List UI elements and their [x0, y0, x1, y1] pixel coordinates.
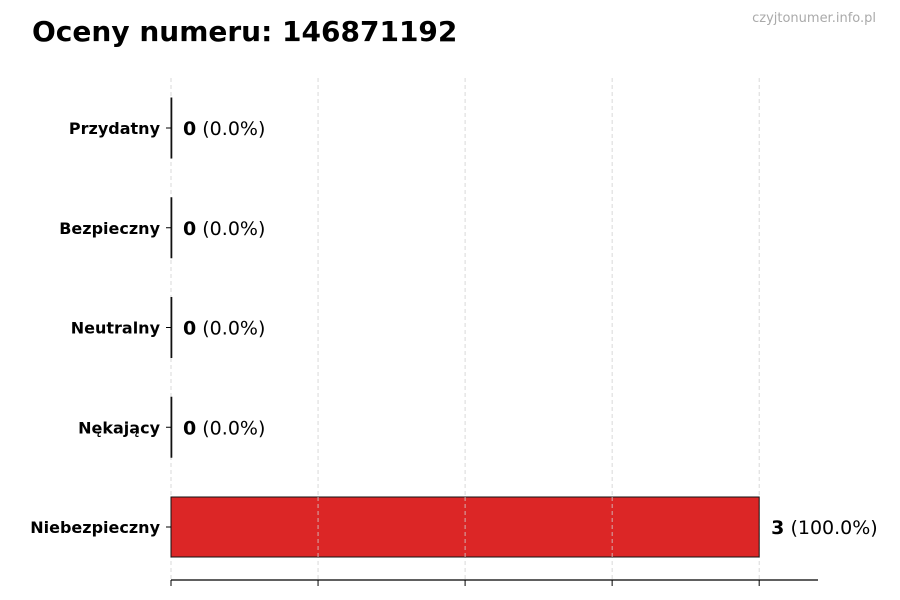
bar — [170, 297, 173, 358]
value-label: 0 (0.0%) — [183, 417, 265, 439]
count: 0 — [183, 218, 196, 240]
value-label: 0 (0.0%) — [183, 318, 265, 340]
bar — [170, 97, 173, 159]
bar — [170, 197, 173, 259]
count: 0 — [183, 118, 196, 140]
category-label: Nękający — [78, 418, 160, 437]
bar — [170, 396, 173, 458]
count: 0 — [183, 318, 196, 340]
percent: (0.0%) — [196, 417, 265, 439]
watermark: czyjtonumer.info.pl — [752, 11, 876, 26]
percent: (0.0%) — [196, 318, 265, 340]
category-label: Neutralny — [71, 319, 161, 338]
percent: (100.0%) — [784, 517, 877, 539]
category-label: Przydatny — [69, 119, 161, 138]
value-label: 0 (0.0%) — [183, 218, 265, 240]
category-label: Bezpieczny — [59, 219, 160, 238]
value-label: 0 (0.0%) — [183, 118, 265, 140]
count: 3 — [771, 517, 784, 539]
count: 0 — [183, 417, 196, 439]
value-label: 3 (100.0%) — [771, 517, 878, 539]
chart-title: Oceny numeru: 146871192 — [32, 15, 457, 48]
percent: (0.0%) — [196, 218, 265, 240]
category-label: Niebezpieczny — [30, 518, 160, 537]
percent: (0.0%) — [196, 118, 265, 140]
